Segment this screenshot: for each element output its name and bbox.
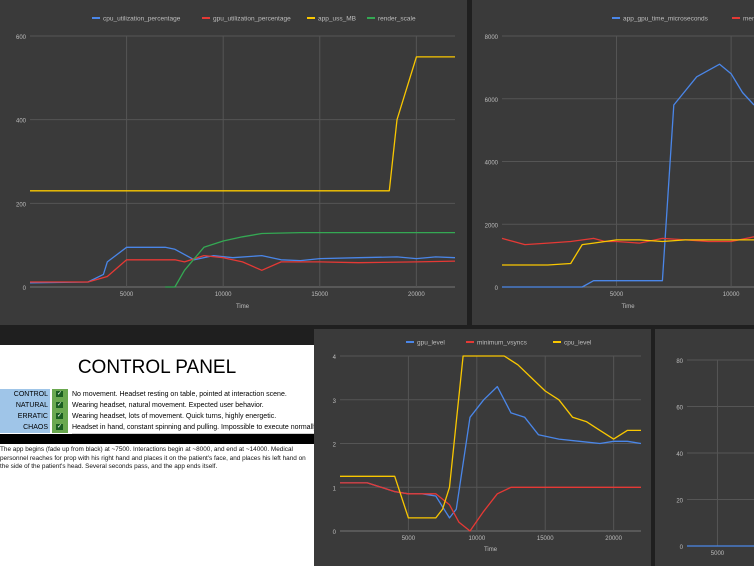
y-tick-label: 3: [333, 399, 337, 405]
y-tick-label: 0: [495, 286, 499, 292]
chart-bottom-right: 0 20 40 60 80 5000: [676, 359, 754, 557]
control-panel: CONTROL PANEL CONTROL ✓ No movement. Hea…: [0, 345, 314, 566]
x-tick-label: 10000: [468, 536, 485, 542]
y-tick-label: 60: [676, 406, 683, 412]
mode-name: ERRATIC: [0, 411, 50, 422]
legend-label: app_gpu_time_microseconds: [623, 16, 709, 23]
y-tick-label: 4000: [485, 161, 499, 167]
x-tick-label: 20000: [408, 292, 425, 298]
mode-description: Headset in hand, constant spinning and p…: [72, 422, 314, 434]
y-tick-label: 200: [16, 202, 27, 208]
mode-row-natural: NATURAL ✓ Wearing headset, natural movem…: [0, 400, 314, 412]
legend-label: mem_freq: [743, 16, 754, 23]
y-tick-label: 8000: [485, 35, 499, 41]
legend-label: cpu_utilization_percentage: [103, 16, 181, 23]
mode-checkbox[interactable]: ✓: [52, 389, 68, 400]
control-panel-title: CONTROL PANEL: [77, 357, 237, 378]
series-line: [30, 56, 455, 192]
y-tick-label: 2000: [485, 223, 499, 229]
check-icon: ✓: [56, 402, 63, 408]
check-icon: ✓: [56, 413, 63, 419]
x-axis-label: Time: [236, 304, 250, 310]
y-tick-label: 6000: [485, 98, 499, 104]
legend-label: render_scale: [378, 16, 416, 23]
chart-panel-bottom-right: 0 20 40 60 80 5000: [655, 329, 754, 566]
chart-top-left: 0 200 400 600 5000 10000 15000 20000 Time cpu_uti…: [16, 16, 456, 310]
y-tick-label: 2: [333, 443, 337, 449]
x-tick-label: 15000: [537, 536, 554, 542]
y-tick-label: 0: [23, 286, 27, 292]
y-tick-label: 20: [676, 499, 683, 505]
legend-label: app_uss_MB: [318, 16, 356, 23]
legend-label: minimum_vsyncs: [477, 340, 528, 347]
x-tick-label: 5000: [402, 536, 416, 542]
series-line: [340, 355, 641, 519]
series-line: [30, 254, 456, 283]
x-tick-label: 20000: [605, 536, 622, 542]
y-tick-label: 40: [676, 452, 683, 458]
mode-checkbox[interactable]: ✓: [52, 422, 68, 433]
y-tick-label: 80: [676, 359, 683, 365]
mode-name: CHAOS: [0, 422, 50, 433]
series-line: [340, 385, 642, 519]
check-icon: ✓: [56, 391, 63, 397]
series-line: [501, 236, 754, 246]
check-icon: ✓: [56, 424, 63, 430]
mode-checkbox[interactable]: ✓: [52, 400, 68, 411]
series-line: [502, 63, 754, 288]
x-tick-label: 10000: [723, 292, 740, 298]
series-line: [340, 482, 641, 532]
series-line: [29, 246, 456, 284]
mode-checkbox[interactable]: ✓: [52, 411, 68, 422]
y-tick-label: 0: [680, 545, 684, 551]
series-line: [502, 239, 754, 266]
legend-label: gpu_level: [417, 340, 445, 347]
y-tick-label: 600: [16, 35, 27, 41]
x-tick-label: 10000: [215, 292, 232, 298]
y-tick-label: 400: [16, 119, 27, 125]
y-tick-label: 4: [333, 355, 337, 361]
x-axis-label: Time: [621, 304, 635, 310]
chart-top-right: 0 2000 4000 6000 8000 5000 10000 Time app_gpu_ti…: [485, 16, 754, 310]
mode-row-control: CONTROL ✓ No movement. Headset resting o…: [0, 389, 314, 401]
y-tick-label: 1: [333, 486, 337, 492]
x-tick-label: 5000: [610, 292, 624, 298]
x-tick-label: 15000: [311, 292, 328, 298]
legend-label: cpu_level: [564, 340, 592, 347]
series-line: [165, 231, 455, 288]
mode-name: NATURAL: [0, 400, 50, 411]
mode-row-chaos: CHAOS ✓ Headset in hand, constant spinni…: [0, 422, 314, 434]
x-tick-label: 5000: [120, 292, 134, 298]
control-panel-description: The app begins (fade up from black) at ~…: [0, 446, 306, 471]
mode-name: CONTROL: [0, 389, 50, 400]
mode-row-erratic: ERRATIC ✓ Wearing headset, lots of movem…: [0, 411, 314, 423]
x-tick-label: 5000: [711, 551, 725, 557]
chart-panel-top-right: 0 2000 4000 6000 8000 5000 10000 Time app_gpu_ti…: [472, 0, 754, 325]
chart-bottom-middle: 0 1 2 3 4 5000 10000 15000 20000 Time gpu_level min…: [333, 340, 642, 553]
x-axis-label: Time: [484, 547, 498, 553]
legend-label: gpu_utilization_percentage: [213, 16, 291, 23]
y-tick-label: 0: [333, 530, 337, 536]
chart-panel-bottom-middle: 0 1 2 3 4 5000 10000 15000 20000 Time gpu_level min…: [314, 329, 651, 566]
divider-bar: [0, 434, 314, 444]
chart-panel-top-left: 0 200 400 600 5000 10000 15000 20000 Time cpu_uti…: [0, 0, 467, 325]
